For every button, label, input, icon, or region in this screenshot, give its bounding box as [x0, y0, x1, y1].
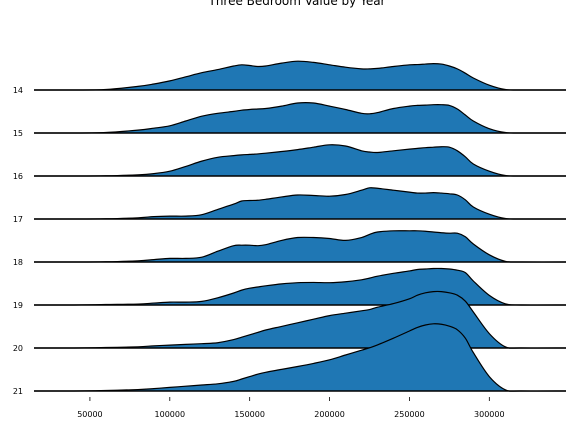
- y-tick-label-16: 16: [13, 172, 23, 181]
- ridge-outline-19: [33, 267, 567, 306]
- ridge-14: [33, 60, 567, 91]
- y-tick-label-15: 15: [13, 129, 23, 138]
- chart-title: Three Bedroom Value by Year: [208, 0, 386, 8]
- x-tick-label: 200000: [314, 410, 345, 419]
- y-tick-label-18: 18: [13, 258, 23, 267]
- ridge-area-21: [34, 323, 566, 392]
- ridge-outline-21: [33, 323, 567, 392]
- ridge-area-19: [34, 268, 566, 306]
- y-tick-label-20: 20: [13, 344, 23, 353]
- x-tick-label: 50000: [77, 410, 102, 419]
- ridge-area-16: [34, 144, 566, 177]
- x-tick-label: 300000: [474, 410, 505, 419]
- y-tick-label-17: 17: [13, 215, 23, 224]
- ridge-area-14: [34, 61, 566, 91]
- ridge-outline-17: [33, 187, 567, 220]
- x-tick-label: 250000: [394, 410, 425, 419]
- ridge-15: [33, 102, 567, 134]
- x-axis: 50000 100000 150000 200000 250000 300000: [77, 397, 505, 419]
- ridge-16: [33, 144, 567, 177]
- ridges: [33, 60, 567, 392]
- ridge-outline-14: [33, 60, 567, 91]
- ridge-outline-16: [33, 144, 567, 177]
- y-tick-label-14: 14: [13, 86, 23, 95]
- ridge-outline-20: [33, 290, 567, 349]
- ridge-17: [33, 187, 567, 220]
- ridge-area-18: [34, 230, 566, 263]
- ridge-19: [33, 267, 567, 306]
- x-tick-label: 150000: [234, 410, 265, 419]
- ridge-area-17: [34, 187, 566, 220]
- y-tick-label-21: 21: [13, 387, 23, 396]
- ridge-outline-18: [33, 230, 567, 263]
- ridge-outline-15: [33, 102, 567, 134]
- y-tick-labels: 14 15 16 17 18 19 20 21: [13, 86, 23, 396]
- ridge-18: [33, 230, 567, 263]
- ridge-area-15: [34, 102, 566, 134]
- x-tick-label: 100000: [155, 410, 186, 419]
- ridge-21: [33, 323, 567, 392]
- y-tick-label-19: 19: [13, 301, 23, 310]
